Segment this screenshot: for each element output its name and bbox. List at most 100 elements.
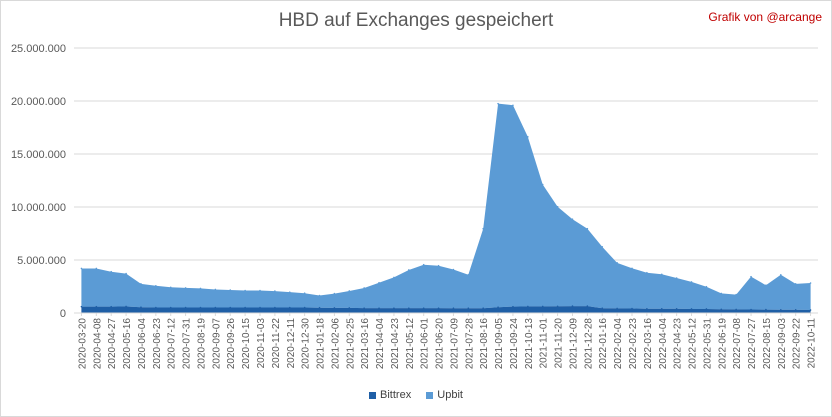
x-tick-label: 2021-08-16	[479, 318, 490, 370]
data-point-bittrex	[333, 307, 336, 309]
data-point-upbit	[333, 292, 336, 295]
data-point-upbit	[95, 267, 98, 270]
data-point-upbit	[512, 104, 514, 107]
y-tick-label: 5.000.000	[17, 255, 66, 267]
x-tick-label: 2021-11-01	[539, 318, 550, 369]
data-point-upbit	[288, 291, 291, 293]
x-tick-label: 2022-02-23	[628, 318, 639, 370]
data-point-upbit	[497, 102, 499, 105]
data-point-upbit	[556, 205, 559, 208]
data-point-upbit	[660, 273, 663, 276]
data-point-bittrex	[125, 305, 127, 308]
x-tick-label: 2022-02-04	[613, 318, 624, 370]
x-tick-label: 2021-06-01	[420, 318, 431, 370]
data-point-upbit	[408, 269, 410, 271]
x-tick-label: 2021-07-28	[464, 318, 475, 370]
y-tick-label: 0	[60, 308, 66, 320]
data-point-upbit	[586, 227, 589, 230]
x-tick-label: 2020-08-19	[196, 318, 207, 370]
data-point-bittrex	[601, 307, 604, 310]
data-point-bittrex	[452, 307, 455, 310]
x-tick-label: 2022-07-08	[732, 318, 743, 370]
data-point-upbit	[467, 274, 470, 276]
data-point-bittrex	[690, 308, 693, 310]
x-tick-label: 2020-11-22	[271, 318, 282, 369]
data-point-upbit	[437, 264, 440, 267]
data-point-upbit	[259, 289, 261, 292]
data-point-bittrex	[660, 307, 663, 310]
data-point-upbit	[378, 281, 380, 284]
data-point-upbit	[541, 183, 544, 186]
data-point-upbit	[809, 282, 812, 284]
data-point-upbit	[214, 288, 217, 291]
x-tick-label: 2020-04-08	[92, 318, 103, 370]
x-tick-label: 2021-02-06	[330, 318, 341, 370]
data-point-bittrex	[95, 305, 98, 308]
data-point-upbit	[184, 287, 187, 289]
legend-label-upbit: Upbit	[437, 389, 463, 401]
data-point-upbit	[675, 277, 678, 279]
data-point-bittrex	[199, 306, 202, 309]
x-tick-label: 2021-09-05	[494, 318, 505, 370]
data-point-upbit	[527, 136, 529, 138]
data-point-upbit	[303, 292, 306, 294]
data-point-bittrex	[586, 305, 589, 307]
data-point-upbit	[705, 285, 708, 288]
data-point-bittrex	[378, 307, 380, 309]
data-point-upbit	[646, 271, 648, 274]
legend-swatch-bittrex	[369, 391, 377, 399]
data-point-upbit	[571, 218, 574, 220]
data-point-upbit	[735, 293, 737, 296]
x-tick-label: 2022-09-03	[777, 318, 788, 370]
data-point-upbit	[155, 284, 157, 287]
data-point-upbit	[169, 286, 172, 289]
x-tick-label: 2020-03-20	[77, 318, 88, 370]
data-point-upbit	[750, 275, 752, 278]
x-tick-label: 2022-07-27	[747, 318, 758, 370]
x-tick-label: 2021-02-25	[345, 318, 356, 370]
x-tick-label: 2022-04-04	[658, 318, 669, 370]
data-point-bittrex	[408, 307, 410, 309]
data-point-bittrex	[735, 308, 737, 311]
data-point-bittrex	[809, 309, 812, 311]
data-point-upbit	[80, 267, 83, 270]
data-point-upbit	[631, 267, 633, 270]
data-point-upbit	[601, 245, 604, 248]
data-point-bittrex	[318, 306, 321, 309]
data-point-bittrex	[616, 307, 618, 310]
x-tick-label: 2020-12-30	[301, 318, 312, 370]
data-point-upbit	[318, 294, 321, 297]
x-tick-label: 2021-04-23	[390, 318, 401, 370]
legend-label-bittrex: Bittrex	[380, 389, 412, 401]
x-tick-label: 2020-05-16	[122, 318, 133, 370]
data-point-upbit	[244, 289, 246, 292]
data-point-bittrex	[259, 306, 261, 309]
data-point-upbit	[422, 263, 425, 266]
x-tick-label: 2021-03-16	[360, 318, 371, 370]
data-point-bittrex	[363, 307, 365, 309]
chart-title: HBD auf Exchanges gespeichert	[278, 10, 554, 31]
legend-item-upbit: Upbit	[426, 389, 463, 401]
x-tick-label: 2022-05-31	[702, 318, 713, 370]
data-point-bittrex	[705, 308, 708, 310]
data-point-bittrex	[750, 308, 752, 311]
x-tick-label: 2022-10-11	[807, 318, 818, 369]
x-tick-label: 2020-07-12	[167, 318, 178, 370]
data-point-bittrex	[631, 307, 633, 310]
data-point-bittrex	[512, 305, 514, 308]
data-point-upbit	[199, 287, 202, 290]
data-point-bittrex	[765, 308, 767, 311]
data-point-upbit	[616, 262, 618, 264]
data-point-upbit	[274, 290, 276, 292]
data-point-bittrex	[497, 306, 499, 308]
x-tick-label: 2021-12-09	[568, 318, 579, 370]
data-point-bittrex	[303, 306, 306, 309]
y-tick-label: 10.000.000	[11, 202, 66, 214]
data-point-bittrex	[571, 305, 574, 307]
x-tick-label: 2021-04-04	[375, 318, 386, 370]
data-point-bittrex	[80, 305, 83, 308]
data-point-upbit	[393, 276, 395, 279]
x-tick-label: 2021-11-20	[554, 318, 565, 369]
data-point-upbit	[690, 281, 693, 283]
data-point-upbit	[140, 283, 142, 285]
